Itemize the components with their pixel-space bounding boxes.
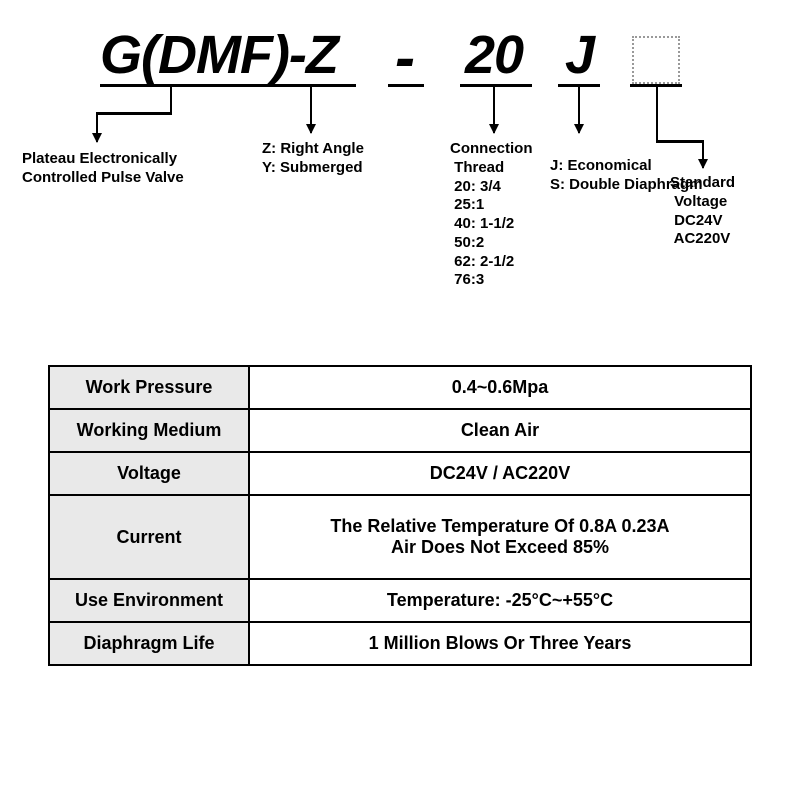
seg-thread: 20 (465, 28, 523, 82)
table-row: Work Pressure0.4~0.6Mpa (49, 366, 751, 409)
table-key: Diaphragm Life (49, 622, 249, 665)
table-key: Current (49, 495, 249, 579)
table-row: VoltageDC24V / AC220V (49, 452, 751, 495)
table-value: Clean Air (249, 409, 751, 452)
desc-angle: Z: Right AngleY: Submerged (262, 140, 364, 178)
spec-table-body: Work Pressure0.4~0.6MpaWorking MediumCle… (49, 366, 751, 665)
leader-angle (310, 87, 312, 133)
table-value: The Relative Temperature Of 0.8A 0.23AAi… (249, 495, 751, 579)
table-value: 0.4~0.6Mpa (249, 366, 751, 409)
table-value: DC24V / AC220V (249, 452, 751, 495)
table-key: Voltage (49, 452, 249, 495)
table-key: Use Environment (49, 579, 249, 622)
leader-thread (493, 87, 495, 133)
seg-dash: - (395, 28, 414, 88)
desc-thread: Connection Thread 20: 3/4 25:1 40: 1-1/2… (450, 140, 533, 290)
leader-base-2 (96, 112, 98, 142)
desc-base: Plateau ElectronicallyControlled Pulse V… (22, 150, 184, 188)
desc-voltage: Standard Voltage DC24V AC220V (670, 174, 735, 249)
seg-type: J (565, 28, 594, 82)
spec-table: Work Pressure0.4~0.6MpaWorking MediumCle… (48, 365, 752, 666)
table-row: Use EnvironmentTemperature: -25°C~+55°C (49, 579, 751, 622)
leader-type (578, 87, 580, 133)
table-row: Working MediumClean Air (49, 409, 751, 452)
leader-base-h (96, 112, 172, 115)
table-key: Working Medium (49, 409, 249, 452)
table-key: Work Pressure (49, 366, 249, 409)
leader-voltage-h (656, 140, 704, 143)
table-value: 1 Million Blows Or Three Years (249, 622, 751, 665)
table-row: Diaphragm Life1 Million Blows Or Three Y… (49, 622, 751, 665)
underline-thread (460, 84, 532, 87)
model-code-diagram: G(DMF)-Z - 20 J Plateau ElectronicallyCo… (30, 24, 770, 354)
underline-dash (388, 84, 424, 87)
seg-voltage-placeholder (632, 36, 680, 84)
leader-base-1 (170, 87, 172, 113)
underline-base (100, 84, 356, 87)
table-row: CurrentThe Relative Temperature Of 0.8A … (49, 495, 751, 579)
table-value: Temperature: -25°C~+55°C (249, 579, 751, 622)
seg-base: G(DMF)-Z (100, 28, 338, 82)
leader-voltage-1 (656, 87, 658, 141)
